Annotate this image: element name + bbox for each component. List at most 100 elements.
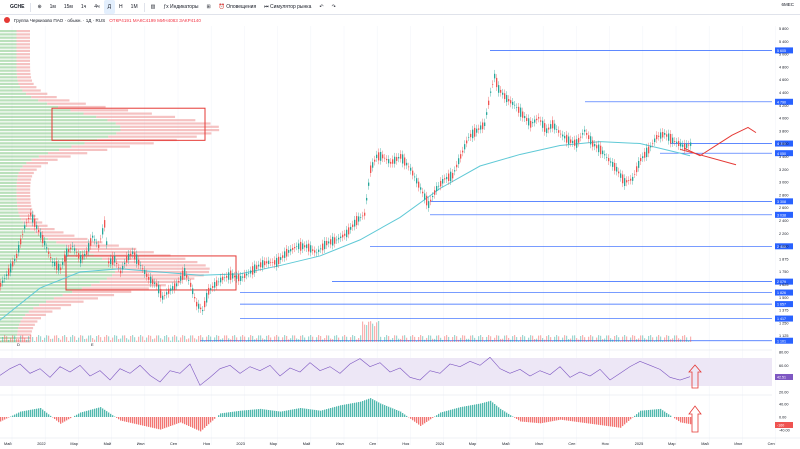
macd-histogram-bar [132, 417, 134, 424]
add-symbol-icon[interactable]: ⊕ [37, 4, 42, 10]
redo-icon[interactable]: ↷ [331, 4, 336, 10]
volume-bar [256, 338, 258, 342]
volume-bar [386, 335, 388, 342]
volume-bar [422, 336, 424, 342]
y-axis-tick-label: 2 400 [779, 219, 789, 223]
price-candle [682, 144, 684, 147]
volume-bar [410, 336, 412, 342]
symbol-label[interactable]: GCHE [10, 4, 25, 10]
price-candle [686, 143, 688, 148]
volume-bar [118, 339, 120, 342]
price-candle [684, 143, 686, 150]
price-candle [142, 268, 144, 270]
interval-1m[interactable]: 1м [49, 4, 56, 10]
price-candle [246, 273, 248, 276]
undo-icon[interactable]: ↶ [319, 4, 324, 10]
price-candle [454, 170, 456, 172]
price-candle [302, 243, 304, 250]
volume-bar [308, 336, 310, 342]
macd-histogram-bar [264, 409, 266, 417]
price-candle [414, 176, 416, 178]
volume-bar [192, 335, 194, 342]
macd-histogram-bar [612, 417, 614, 427]
price-candle [148, 277, 150, 280]
volume-bar [88, 335, 90, 342]
price-candle [6, 274, 8, 277]
volume-bar [214, 337, 216, 342]
price-candle [372, 162, 374, 168]
macd-histogram-bar [298, 408, 300, 417]
price-candle [318, 249, 320, 252]
price-candle [378, 152, 380, 161]
macd-histogram-bar [348, 403, 350, 417]
top-right-label[interactable]: 6МЕС [781, 2, 794, 7]
volume-bar [384, 337, 386, 342]
volume-profile-buy-bar [0, 132, 117, 135]
macd-histogram-bar [50, 415, 52, 417]
y-axis-tick-label: 3 600 [779, 142, 789, 146]
interval-1mo[interactable]: 1М [130, 4, 138, 10]
chart-type-icon[interactable]: ▥ [150, 4, 156, 10]
level-price-tag [775, 98, 793, 105]
volume-profile-sell-bar [16, 33, 31, 36]
legend-title[interactable]: Группа Черкизово ПАО · обыкн. · 1Д · RUS [14, 17, 106, 23]
interval-4h[interactable]: 4ч [94, 4, 100, 10]
volume-bar [630, 337, 632, 342]
price-candle [256, 265, 258, 270]
price-candle [96, 242, 98, 244]
volume-profile-buy-bar [0, 277, 107, 280]
price-candle [366, 197, 368, 201]
price-candle [298, 243, 300, 250]
price-candle [282, 255, 284, 258]
macd-histogram-bar [406, 415, 408, 417]
interval-1d[interactable]: Д [103, 0, 116, 14]
macd-histogram-bar [682, 417, 684, 423]
macd-histogram-bar [500, 408, 502, 417]
x-axis-tick-label: Сен [369, 442, 376, 446]
indicators-icon: ƒx [163, 4, 171, 10]
interval-1w[interactable]: Н [119, 4, 123, 10]
macd-histogram-bar [214, 417, 216, 419]
macd-histogram-bar [48, 414, 50, 417]
volume-profile-sell-bar [47, 152, 88, 155]
volume-bar [274, 336, 276, 342]
macd-histogram-bar [260, 408, 262, 417]
macd-histogram-bar [508, 413, 510, 417]
macd-histogram-bar [112, 415, 114, 417]
macd-histogram-bar [14, 414, 16, 417]
price-candle [232, 273, 234, 279]
price-candle [288, 250, 290, 253]
alerts-button[interactable]: ⏰ Оповещения [215, 0, 260, 14]
interval-15m[interactable]: 15м [63, 4, 73, 10]
volume-bar [358, 338, 360, 342]
y-axis-tick-label: 1 125 [779, 334, 789, 338]
y-axis-tick-label: 1 625 [779, 283, 789, 287]
macd-histogram-bar [388, 406, 390, 417]
price-candle [420, 187, 422, 190]
price-candle [74, 248, 76, 251]
indicators-button[interactable]: ƒx Индикаторы [159, 0, 202, 14]
price-candle [398, 156, 400, 159]
price-candle [90, 238, 92, 246]
volume-bar [222, 338, 224, 342]
macd-histogram-bar [396, 409, 398, 417]
replay-button[interactable]: ⏮ Симулятор рынка [260, 0, 315, 14]
volume-bar [208, 335, 210, 342]
templates-icon[interactable]: ⊞ [206, 4, 211, 10]
price-candle [436, 186, 438, 191]
volume-profile-buy-bar [0, 231, 35, 234]
macd-histogram-bar [378, 402, 380, 417]
y-axis-tick-label: 5 400 [779, 40, 789, 44]
price-candle [252, 266, 254, 275]
macd-histogram-bar [492, 402, 494, 417]
interval-1h[interactable]: 1ч [80, 4, 87, 10]
volume-bar [300, 335, 302, 342]
volume-bar [418, 337, 420, 342]
volume-bar [558, 336, 560, 342]
price-candle [402, 154, 404, 164]
price-candle [614, 162, 616, 171]
volume-profile-buy-bar [0, 195, 17, 198]
volume-bar [544, 339, 546, 342]
price-candle [102, 228, 104, 235]
